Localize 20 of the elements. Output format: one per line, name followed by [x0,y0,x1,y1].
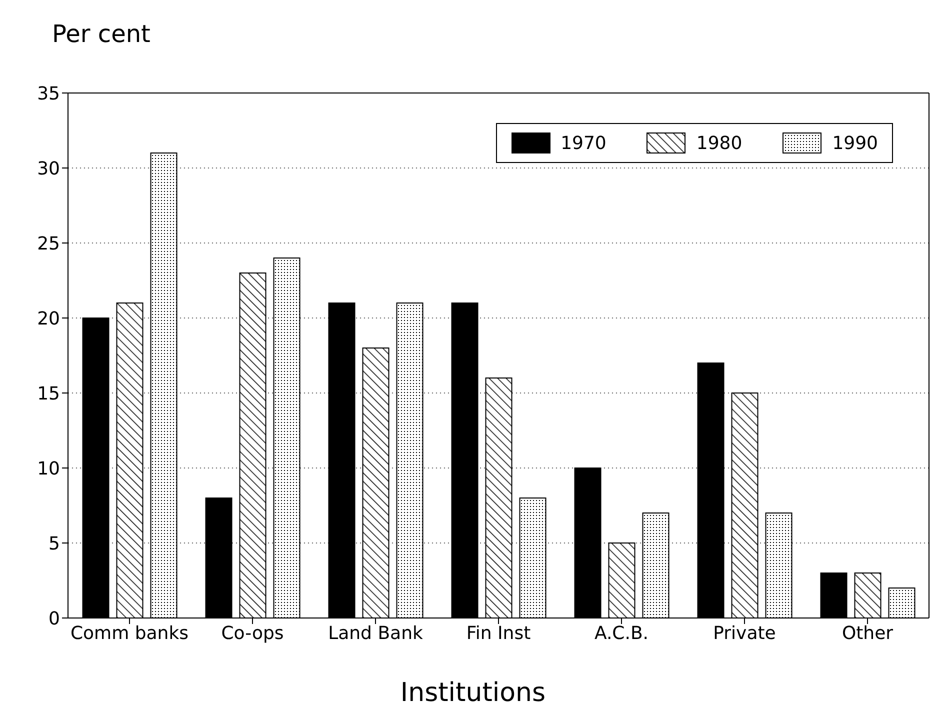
y-tick-label: 0 [48,608,60,630]
y-tick-label: 30 [37,158,60,180]
x-tick-label: Co-ops [221,622,284,644]
x-tick-label: A.C.B. [594,622,649,644]
legend-label: 1970 [560,132,606,154]
x-tick-label: Fin Inst [466,622,531,644]
y-tick-label: 20 [37,308,60,330]
y-tick-label: 25 [37,233,60,254]
x-tick-label: Other [842,622,894,644]
legend-label: 1990 [832,132,878,154]
y-axis-title: Per cent [52,20,150,48]
legend-label: 1980 [696,132,742,154]
y-tick-label: 15 [37,383,60,404]
x-tick-label: Private [713,622,776,644]
y-tick-label: 35 [37,83,60,104]
y-tick-label: 5 [48,533,60,554]
y-tick-label: 10 [37,458,60,480]
x-axis-title: Institutions [399,678,547,708]
x-tick-label: Land Bank [328,622,424,644]
x-tick-label: Comm banks [70,622,189,644]
